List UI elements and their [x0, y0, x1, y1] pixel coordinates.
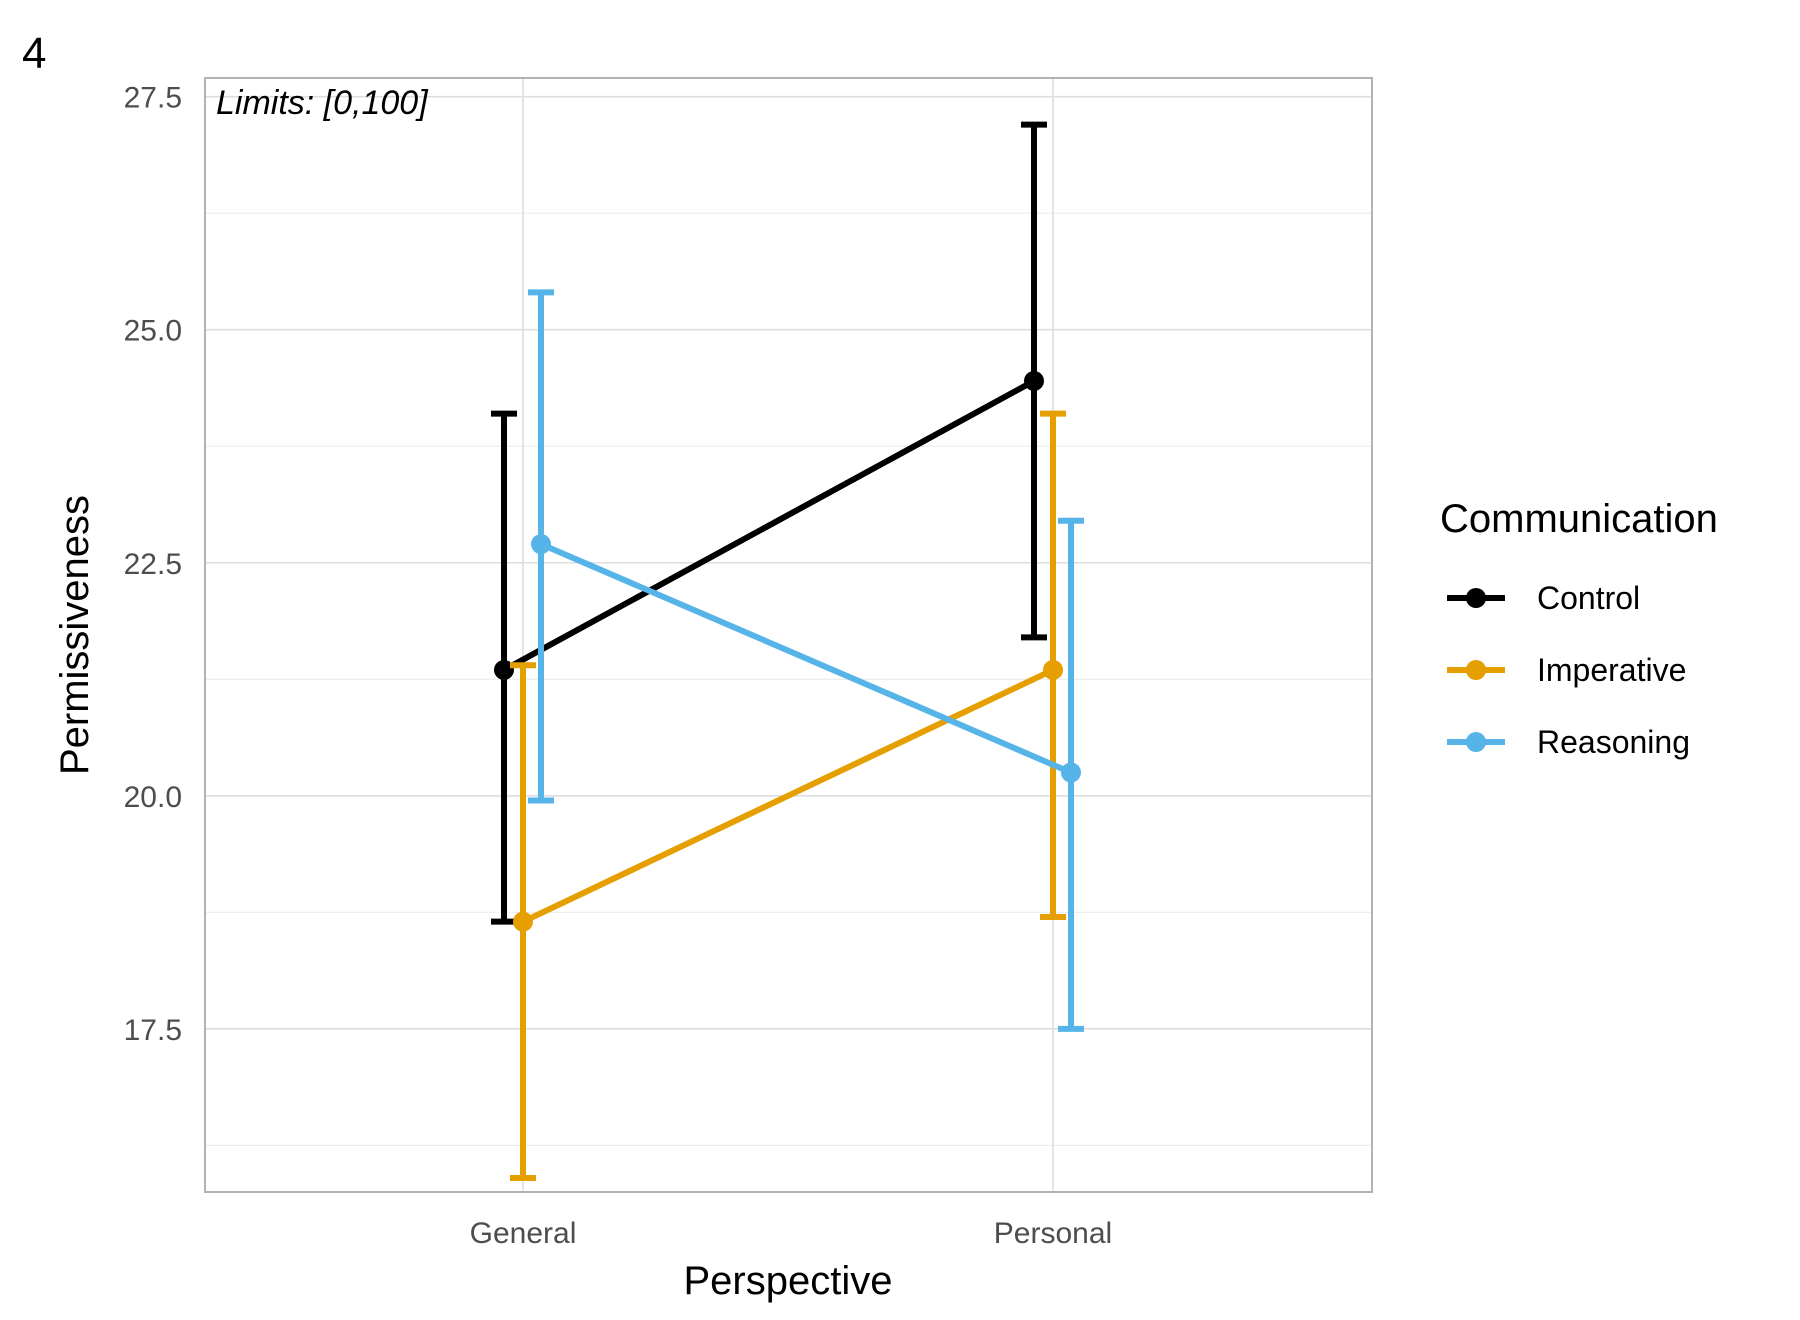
- legend-item-imperative: Imperative: [1447, 652, 1686, 688]
- data-point: [494, 659, 514, 680]
- legend-item-reasoning: Reasoning: [1447, 724, 1690, 760]
- y-tick-label: 27.5: [124, 82, 182, 115]
- legend-key-point: [1466, 588, 1486, 608]
- panel-tag: 4: [22, 29, 46, 78]
- series-line: [521, 667, 1055, 925]
- legend-title: Communication: [1440, 497, 1718, 541]
- series-reasoning: [528, 289, 1084, 1032]
- data-point: [513, 911, 533, 932]
- legend-item-control: Control: [1447, 580, 1640, 616]
- series-imperative: [510, 410, 1066, 1182]
- grid: [205, 78, 1372, 1192]
- y-tick-label: 25.0: [124, 315, 182, 348]
- x-axis-ticks: General Personal: [470, 1217, 1113, 1250]
- legend-key-point: [1466, 660, 1486, 680]
- y-tick-label: 22.5: [124, 548, 182, 581]
- series-line: [502, 378, 1036, 673]
- y-axis-ticks: 17.5 20.0 22.5 25.0 27.5: [124, 82, 182, 1047]
- chart-marks: [491, 121, 1084, 1182]
- legend-label: Imperative: [1537, 652, 1686, 688]
- legend-label: Control: [1537, 580, 1640, 616]
- series-line: [539, 541, 1073, 776]
- data-point: [1024, 370, 1044, 391]
- data-point: [531, 534, 551, 555]
- x-tick-label: Personal: [994, 1217, 1112, 1250]
- legend: Communication Control Imperative Reasoning: [1440, 497, 1718, 760]
- series-control: [491, 121, 1047, 925]
- y-tick-label: 17.5: [124, 1014, 182, 1047]
- x-axis-title: Perspective: [684, 1259, 893, 1303]
- legend-key-point: [1466, 732, 1486, 752]
- legend-items: Control Imperative Reasoning: [1447, 580, 1690, 760]
- y-tick-label: 20.0: [124, 781, 182, 814]
- chart-annotation: Limits: [0,100]: [216, 84, 429, 122]
- x-tick-label: General: [470, 1217, 577, 1250]
- legend-label: Reasoning: [1537, 724, 1690, 760]
- y-axis-title: Permissiveness: [53, 495, 97, 775]
- data-point: [1061, 762, 1081, 783]
- data-point: [1043, 659, 1063, 680]
- plot-panel-border: [204, 77, 1373, 1193]
